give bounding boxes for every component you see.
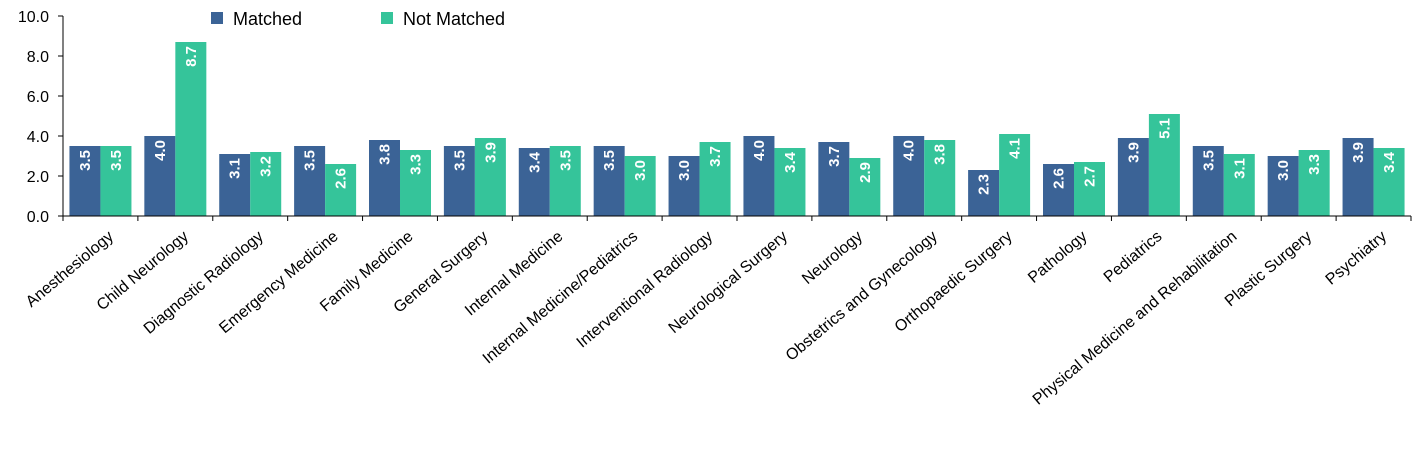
bar-matched xyxy=(219,154,251,216)
bar-not-matched xyxy=(699,142,731,216)
bar-not-matched xyxy=(1298,150,1330,216)
bar-matched xyxy=(818,142,850,216)
bar-not-matched xyxy=(1074,162,1105,216)
bar-not-matched xyxy=(549,146,581,216)
y-axis: 0.0 2.0 4.0 6.0 8.0 10.0 xyxy=(18,9,64,226)
bar-not-matched xyxy=(1373,148,1405,216)
bar-value-label: 4.0 xyxy=(152,140,169,161)
bar-value-label: 3.5 xyxy=(451,150,468,171)
bar-matched xyxy=(294,146,326,216)
bar-value-label: 2.3 xyxy=(976,174,993,195)
bar-matched xyxy=(743,136,775,216)
bar-not-matched xyxy=(849,158,881,216)
bar-value-label: 2.6 xyxy=(333,168,350,189)
y-tick-label: 4.0 xyxy=(27,129,49,146)
bar-not-matched xyxy=(1148,114,1180,216)
bar-value-label: 3.1 xyxy=(227,158,244,179)
legend-swatch-matched xyxy=(211,12,223,24)
bar-value-label: 5.1 xyxy=(1156,118,1173,139)
x-category-label: Obstetrics and Gynecology xyxy=(783,228,941,364)
bar-value-label: 3.3 xyxy=(408,154,425,175)
bar-value-label: 3.5 xyxy=(1200,150,1217,171)
bar-value-label: 3.9 xyxy=(1125,142,1142,163)
bar-value-label: 2.9 xyxy=(857,162,874,183)
x-category-label: Internal Medicine/Pediatrics xyxy=(480,228,641,367)
bar-matched xyxy=(1043,164,1074,216)
bar-not-matched xyxy=(474,138,506,216)
x-category-label: Pediatrics xyxy=(1101,228,1166,286)
bar-not-matched xyxy=(325,164,357,216)
y-tick-label: 8.0 xyxy=(27,49,49,66)
bar-not-matched xyxy=(624,156,656,216)
bar-value-label: 4.1 xyxy=(1007,138,1024,159)
x-category-label: Diagnostic Radiology xyxy=(141,228,267,338)
bar-not-matched xyxy=(100,146,132,216)
bar-value-label: 2.6 xyxy=(1051,168,1068,189)
legend-swatch-not-matched xyxy=(381,12,393,24)
bar-not-matched xyxy=(924,140,956,216)
bar-value-label: 3.9 xyxy=(1350,142,1367,163)
bar-not-matched xyxy=(1223,154,1255,216)
x-category-label: Neurology xyxy=(799,228,866,288)
bar-value-label: 3.7 xyxy=(826,146,843,167)
bar-value-label: 3.4 xyxy=(782,151,799,173)
bar-matched xyxy=(1342,138,1374,216)
bar-matched xyxy=(69,146,101,216)
legend: Matched Not Matched xyxy=(211,9,505,29)
y-tick-label: 6.0 xyxy=(27,89,49,106)
bar-matched xyxy=(518,148,550,216)
bar-value-label: 4.0 xyxy=(901,140,918,161)
bar-not-matched xyxy=(999,134,1031,216)
bar-value-label: 3.4 xyxy=(1381,151,1398,173)
bar-value-label: 3.1 xyxy=(1231,158,1248,179)
bar-matched xyxy=(668,156,700,216)
bars: 3.5 3.5 4.0 8.7 3.1 3.2 3.5 2.6 3.8 3.3 3.5 3.9 3.4 3… xyxy=(69,42,1405,216)
bar-value-label: 8.7 xyxy=(183,46,200,67)
bar-not-matched xyxy=(400,150,431,216)
bar-value-label: 3.2 xyxy=(258,156,275,177)
bar-value-label: 3.9 xyxy=(482,142,499,163)
bar-value-label: 3.0 xyxy=(1275,160,1292,181)
bar-matched xyxy=(593,146,625,216)
bar-value-label: 3.4 xyxy=(526,151,543,173)
legend-label-not-matched: Not Matched xyxy=(403,9,505,29)
bar-not-matched xyxy=(774,148,806,216)
bar-value-label: 3.7 xyxy=(707,146,724,167)
bar-matched xyxy=(893,136,925,216)
bar-matched xyxy=(1117,138,1149,216)
x-category-label: Pathology xyxy=(1025,228,1090,287)
bar-matched xyxy=(369,140,400,216)
legend-label-matched: Matched xyxy=(233,9,302,29)
bar-value-label: 3.8 xyxy=(377,144,394,165)
bar-value-label: 3.5 xyxy=(77,150,94,171)
bar-value-label: 3.8 xyxy=(932,144,949,165)
x-category-label: Psychiatry xyxy=(1323,228,1390,288)
bar-value-label: 3.3 xyxy=(1306,154,1323,175)
bar-value-label: 3.5 xyxy=(601,150,618,171)
bar-matched xyxy=(144,136,176,216)
bar-matched xyxy=(443,146,475,216)
bar-value-label: 2.7 xyxy=(1082,166,1099,187)
bar-not-matched xyxy=(175,42,207,216)
bar-matched xyxy=(1267,156,1299,216)
y-tick-label: 2.0 xyxy=(27,169,49,186)
bar-value-label: 3.0 xyxy=(632,160,649,181)
bar-value-label: 3.0 xyxy=(676,160,693,181)
bar-value-label: 4.0 xyxy=(751,140,768,161)
y-tick-label: 0.0 xyxy=(27,209,49,226)
bar-value-label: 3.5 xyxy=(557,150,574,171)
bar-matched xyxy=(1192,146,1224,216)
bar-value-label: 3.5 xyxy=(108,150,125,171)
bar-matched xyxy=(968,170,1000,216)
y-tick-label: 10.0 xyxy=(18,9,49,26)
x-category-label: Interventional Radiology xyxy=(574,228,716,351)
bar-value-label: 3.5 xyxy=(302,150,319,171)
bar-not-matched xyxy=(250,152,282,216)
